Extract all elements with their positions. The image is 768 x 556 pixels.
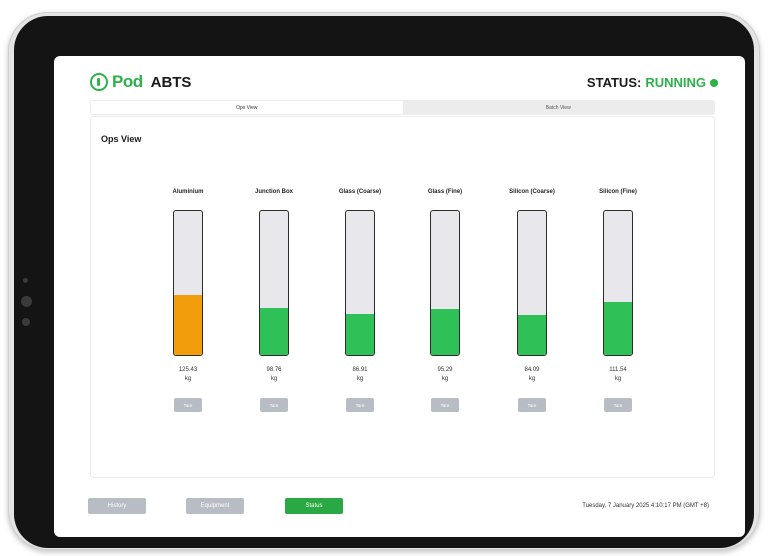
tab-ops-view[interactable]: Ops View	[91, 101, 403, 114]
gauge-label: Silicon (Fine)	[599, 189, 637, 195]
gauge-fill	[518, 315, 546, 355]
panel-title: Ops View	[101, 134, 142, 144]
gauge: Junction Box 98.76 kg Tare	[231, 189, 317, 419]
tare-button[interactable]: Tare	[174, 398, 202, 412]
gauge-unit: kg	[614, 376, 622, 382]
gauge: Glass (Fine) 95.29 kg Tare	[402, 189, 488, 419]
tare-button[interactable]: Tare	[260, 398, 288, 412]
gauge-label: Glass (Fine)	[427, 189, 463, 195]
power-logo-icon	[90, 73, 108, 91]
history-button[interactable]: History	[88, 498, 146, 514]
view-tabs: Ops View Batch View	[90, 100, 715, 115]
tare-button[interactable]: Tare	[518, 398, 546, 412]
tablet-bezel: Pod ABTS STATUS: RUNNING Ops View Batch …	[14, 16, 754, 548]
gauge-fill	[260, 308, 288, 355]
gauge-fill	[431, 309, 459, 355]
gauge-bar	[345, 210, 375, 356]
status-label: STATUS:	[586, 75, 642, 90]
gauge-fill	[346, 314, 374, 355]
sensor-icon	[22, 318, 30, 326]
app-screen: Pod ABTS STATUS: RUNNING Ops View Batch …	[54, 56, 745, 537]
status-value: RUNNING	[645, 75, 706, 90]
gauge-unit: kg	[270, 376, 278, 382]
gauge-unit: kg	[441, 376, 449, 382]
tare-button[interactable]: Tare	[604, 398, 632, 412]
app-logo: Pod ABTS	[90, 72, 191, 92]
datetime-readout: Tuesday, 7 January 2025 4:10:17 PM (GMT …	[582, 503, 709, 509]
brand-pod: Pod	[112, 72, 143, 91]
gauge-unit: kg	[184, 376, 192, 382]
gauge-bar	[173, 210, 203, 356]
gauge: Silicon (Fine) 111.54 kg Tare	[575, 189, 661, 419]
gauge-label: Aluminium	[172, 189, 204, 195]
gauge-bar	[430, 210, 460, 356]
gauge-bar	[517, 210, 547, 356]
sensor-icon	[21, 296, 32, 307]
status-dot-icon	[710, 78, 718, 87]
gauge-label: Junction Box	[254, 189, 293, 195]
tab-batch-view[interactable]: Batch View	[545, 104, 571, 111]
gauge-label: Glass (Coarse)	[338, 189, 382, 195]
gauge-unit: kg	[528, 376, 536, 382]
tare-button[interactable]: Tare	[431, 398, 459, 412]
gauge-fill	[604, 302, 632, 355]
system-status: STATUS: RUNNING	[587, 75, 718, 90]
tare-button[interactable]: Tare	[346, 398, 374, 412]
gauge-fill	[174, 295, 202, 355]
gauge-bar	[259, 210, 289, 356]
gauge-value: 84.09	[524, 367, 540, 373]
gauge-value: 111.54	[609, 367, 627, 373]
equipment-button[interactable]: Equipment	[186, 498, 244, 514]
status-button[interactable]: Status	[285, 498, 343, 514]
gauge: Silicon (Coarse) 84.09 kg Tare	[489, 189, 575, 419]
brand-name: ABTS	[150, 73, 192, 91]
gauge-label: Silicon (Coarse)	[509, 189, 555, 195]
gauge-bar	[603, 210, 633, 356]
gauge-value: 95.29	[437, 367, 453, 373]
camera-icon	[23, 278, 28, 283]
gauge-value: 125.43	[178, 367, 198, 373]
app-header: Pod ABTS STATUS: RUNNING	[90, 72, 718, 98]
gauge-value: 98.76	[266, 367, 282, 373]
gauge-value: 86.91	[352, 367, 368, 373]
gauge: Aluminium 125.43 kg Tare	[145, 189, 231, 419]
ops-view-panel: Ops View Aluminium 125.43 kg Tare Junction B…	[90, 116, 715, 478]
gauge-unit: kg	[356, 376, 364, 382]
gauge: Glass (Coarse) 86.91 kg Tare	[317, 189, 403, 419]
